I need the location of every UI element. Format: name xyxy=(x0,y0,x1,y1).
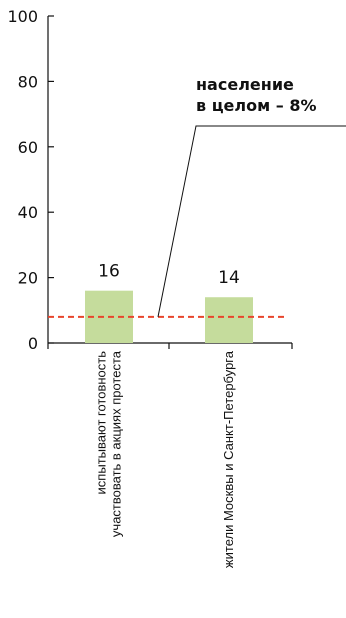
x-category-label: жители Москвы и Санкт-Петербурга xyxy=(221,350,236,568)
y-tick-label: 40 xyxy=(18,203,38,222)
y-tick-label: 20 xyxy=(18,269,38,288)
x-category-label-line: испытывают готовность xyxy=(94,351,109,495)
labels: 0 20 40 60 80 100 16 14 население в целом – 8% исп… xyxy=(7,7,316,568)
annotation-line: население xyxy=(196,75,294,94)
axes xyxy=(47,15,293,349)
x-category-label-line: участвовать в акциях протеста xyxy=(109,350,124,537)
x-category-label: испытывают готовность участвовать в акция… xyxy=(94,350,124,537)
y-tick-label: 60 xyxy=(18,138,38,157)
bar xyxy=(205,297,253,343)
y-tick-label: 0 xyxy=(28,334,38,353)
x-category-label-line: жители Москвы и Санкт-Петербурга xyxy=(221,350,236,568)
y-tick-label: 80 xyxy=(18,72,38,91)
annotation-line: в целом – 8% xyxy=(196,96,317,115)
data-label: 16 xyxy=(98,262,120,282)
data-label: 14 xyxy=(218,268,240,288)
reference-line-group xyxy=(48,125,346,318)
y-tick-label: 100 xyxy=(7,7,38,26)
annotation-leader xyxy=(157,125,346,317)
annotation-text: население в целом – 8% xyxy=(196,75,317,115)
